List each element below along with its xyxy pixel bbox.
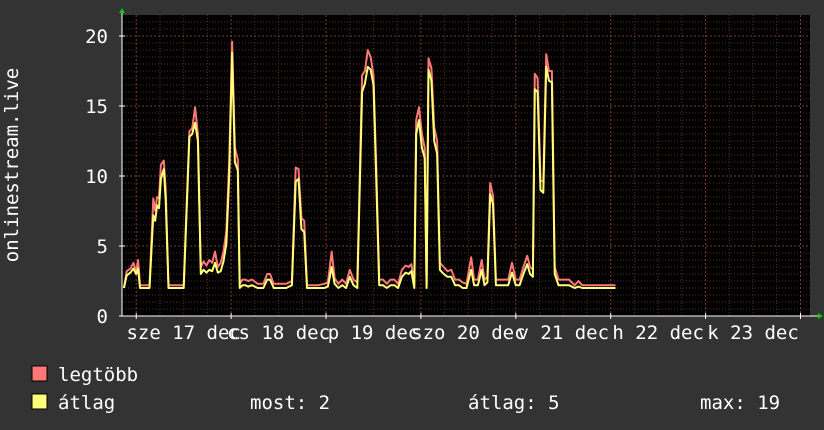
x-tick-label: p 19 dec [328, 322, 420, 344]
y-axis-label: onlinestream.live [1, 68, 23, 262]
series-layer [122, 40, 616, 289]
x-tick-label: sze 17 dec [126, 322, 240, 344]
series-line-max [122, 40, 616, 289]
x-tick-label: k 23 dec [707, 322, 799, 344]
y-tick-label: 0 [97, 306, 108, 328]
y-axis-arrow-icon [119, 8, 125, 13]
stat-current: most: 2 [250, 392, 330, 414]
y-tick-label: 5 [97, 236, 108, 258]
legend: legtöbb átlag [31, 364, 138, 414]
legend-swatch-avg [31, 393, 48, 410]
legend-item-max: legtöbb [31, 364, 138, 386]
stat-average: átlag: 5 [468, 392, 560, 414]
grid [122, 15, 810, 316]
legend-label-avg: átlag [58, 392, 115, 414]
x-tick-label: h 22 dec [612, 322, 704, 344]
series-line-avg [122, 51, 616, 289]
y-tick-label: 10 [85, 166, 108, 188]
x-tick-label: v 21 dec [518, 322, 610, 344]
x-tick-label: cs 18 dec [227, 322, 330, 344]
x-tick-label: szo 20 dec [411, 322, 525, 344]
plot-area [122, 15, 810, 316]
stat-max: max: 19 [700, 392, 780, 414]
y-tick-label: 20 [85, 26, 108, 48]
legend-label-max: legtöbb [58, 364, 138, 386]
legend-swatch-max [31, 365, 48, 382]
y-tick-label: 15 [85, 96, 108, 118]
axes [119, 8, 823, 319]
legend-item-avg: átlag [31, 392, 115, 414]
x-axis-arrow-icon [818, 313, 823, 319]
